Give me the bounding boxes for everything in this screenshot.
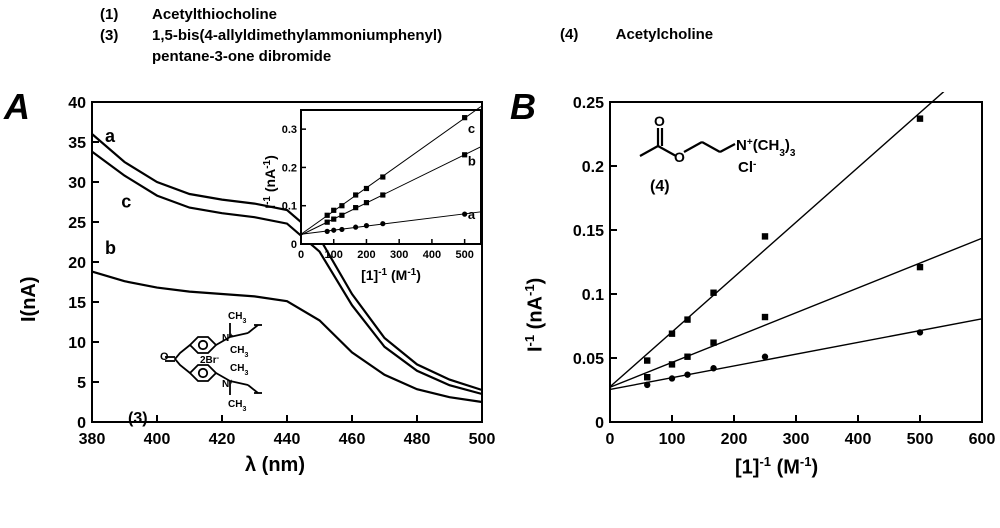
legend-block: (1) Acetylthiocholine (3) 1,5-bis(4-ally… xyxy=(100,6,900,69)
svg-text:0.1: 0.1 xyxy=(582,287,604,304)
svg-text:20: 20 xyxy=(68,255,86,272)
svg-text:460: 460 xyxy=(339,431,366,448)
legend-num-3b xyxy=(100,48,152,65)
struct4-n: N+(CH3)3 xyxy=(736,137,796,159)
svg-text:0.3: 0.3 xyxy=(282,124,297,136)
svg-text:440: 440 xyxy=(274,431,301,448)
legend-text-4: Acetylcholine xyxy=(616,26,714,43)
legend-text-1: Acetylthiocholine xyxy=(152,6,900,23)
legend-text-3-line2: pentane-3-one dibromide xyxy=(152,48,900,65)
svg-text:100: 100 xyxy=(325,249,343,261)
svg-text:400: 400 xyxy=(845,431,872,448)
panel-b-letter: B xyxy=(510,86,536,128)
svg-text:0: 0 xyxy=(77,415,86,432)
svg-text:15: 15 xyxy=(68,295,86,312)
svg-text:35: 35 xyxy=(68,135,86,152)
svg-text:400: 400 xyxy=(144,431,171,448)
legend-num-1: (1) xyxy=(100,6,152,23)
svg-text:a: a xyxy=(468,207,476,222)
svg-text:500: 500 xyxy=(455,249,473,261)
legend-num-3: (3) xyxy=(100,27,152,44)
struct3-n1: N+ xyxy=(222,333,233,345)
struct4-o1: O xyxy=(654,113,665,129)
svg-text:500: 500 xyxy=(907,431,934,448)
svg-text:b: b xyxy=(468,154,476,169)
svg-text:0: 0 xyxy=(298,249,304,261)
panel-a-structure-3: O CH3 CH3 CH3 CH3 N+ N+ 2Br- xyxy=(150,297,290,417)
struct3-ch3-3: CH3 xyxy=(230,363,248,377)
panel-a-inset: 0 100 200 300 400 500 0 0.1 0.2 0.3 c b a [1]-1 (M… xyxy=(263,104,495,292)
panels-row: A I(nA) 380400420440460480500 0510152025… xyxy=(0,92,1000,522)
legend-num-4: (4) xyxy=(560,26,612,43)
struct3-ch3-4: CH3 xyxy=(228,399,246,413)
svg-text:0: 0 xyxy=(595,415,604,432)
svg-text:0.2: 0.2 xyxy=(282,162,297,174)
svg-text:0.1: 0.1 xyxy=(282,201,297,213)
svg-text:10: 10 xyxy=(68,335,86,352)
legend-item-4: (4) Acetylcholine xyxy=(560,26,713,43)
legend-text-3-line1: 1,5-bis(4-allyldimethylammoniumphenyl) xyxy=(152,27,900,44)
svg-text:c: c xyxy=(468,121,475,136)
struct3-ch3-1: CH3 xyxy=(228,311,246,325)
svg-text:300: 300 xyxy=(783,431,810,448)
inset-xlabel: [1]-1 (M-1) xyxy=(361,267,421,284)
svg-text:0.05: 0.05 xyxy=(573,351,604,368)
svg-text:300: 300 xyxy=(390,249,408,261)
panel-b: B I-1 (nA-1) 0100200300400500600 00.050.… xyxy=(510,92,1000,522)
legend-item-3: (3) 1,5-bis(4-allyldimethylammoniumpheny… xyxy=(100,27,900,44)
svg-text:30: 30 xyxy=(68,175,86,192)
svg-text:0.15: 0.15 xyxy=(573,223,604,240)
svg-text:200: 200 xyxy=(357,249,375,261)
panel-a: A I(nA) 380400420440460480500 0510152025… xyxy=(0,92,510,522)
svg-text:0.2: 0.2 xyxy=(582,159,604,176)
svg-text:5: 5 xyxy=(77,375,86,392)
svg-text:380: 380 xyxy=(79,431,106,448)
svg-text:0: 0 xyxy=(606,431,615,448)
svg-text:480: 480 xyxy=(404,431,431,448)
svg-text:25: 25 xyxy=(68,215,86,232)
svg-text:100: 100 xyxy=(659,431,686,448)
svg-text:200: 200 xyxy=(721,431,748,448)
inset-ylabel: I-1 (nA-1) xyxy=(263,155,278,209)
figure-page: (1) Acetylthiocholine (3) 1,5-bis(4-ally… xyxy=(0,0,1000,528)
legend-item-1: (1) Acetylthiocholine xyxy=(100,6,900,23)
panel-a-ylabel: I(nA) xyxy=(18,276,41,322)
svg-text:0: 0 xyxy=(291,239,297,251)
svg-text:420: 420 xyxy=(209,431,236,448)
struct4-cl: Cl- xyxy=(738,159,756,177)
svg-text:500: 500 xyxy=(469,431,496,448)
svg-text:c: c xyxy=(121,192,131,212)
struct3-ch3-2: CH3 xyxy=(230,345,248,359)
panel-a-xlabel: λ (nm) xyxy=(245,454,305,477)
panel-a-letter: A xyxy=(4,86,30,128)
svg-text:600: 600 xyxy=(969,431,996,448)
struct4-label: (4) xyxy=(650,178,670,196)
struct3-label: (3) xyxy=(128,410,148,428)
struct3-o: O xyxy=(160,351,169,363)
svg-text:a: a xyxy=(105,126,116,146)
svg-text:400: 400 xyxy=(423,249,441,261)
svg-text:0.25: 0.25 xyxy=(573,95,604,112)
struct4-o2: O xyxy=(674,149,685,165)
panel-b-structure-4: O O N+(CH3)3 Cl- xyxy=(630,112,840,184)
panel-b-ylabel: I-1 (nA-1) xyxy=(522,278,548,352)
panel-b-xlabel: [1]-1 (M-1) xyxy=(735,454,818,480)
struct3-n2: N+ xyxy=(222,379,233,391)
legend-item-3b: pentane-3-one dibromide xyxy=(100,48,900,65)
svg-text:40: 40 xyxy=(68,95,86,112)
svg-text:b: b xyxy=(105,238,116,258)
struct3-2br: 2Br- xyxy=(200,355,220,367)
